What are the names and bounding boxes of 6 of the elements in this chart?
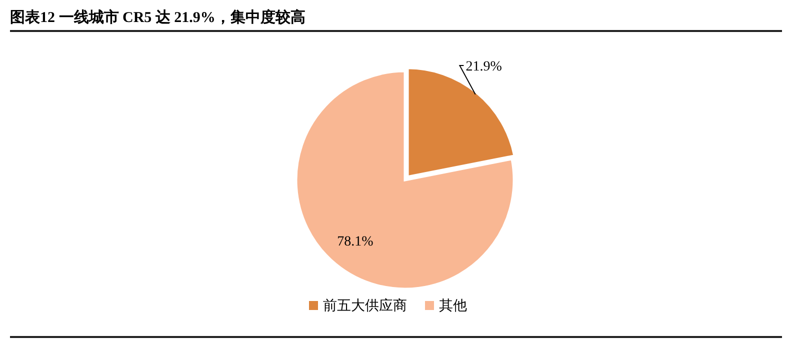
pie: 21.9% 78.1% [294, 60, 516, 290]
legend-label: 其他 [439, 298, 467, 314]
data-label: 21.9% [466, 60, 502, 75]
data-label: 78.1% [337, 234, 374, 250]
title: 图表12 一线城市 CR5 达 21.9%，集中度较高 [10, 10, 306, 26]
legend-label: 前五大供应商 [323, 298, 407, 314]
